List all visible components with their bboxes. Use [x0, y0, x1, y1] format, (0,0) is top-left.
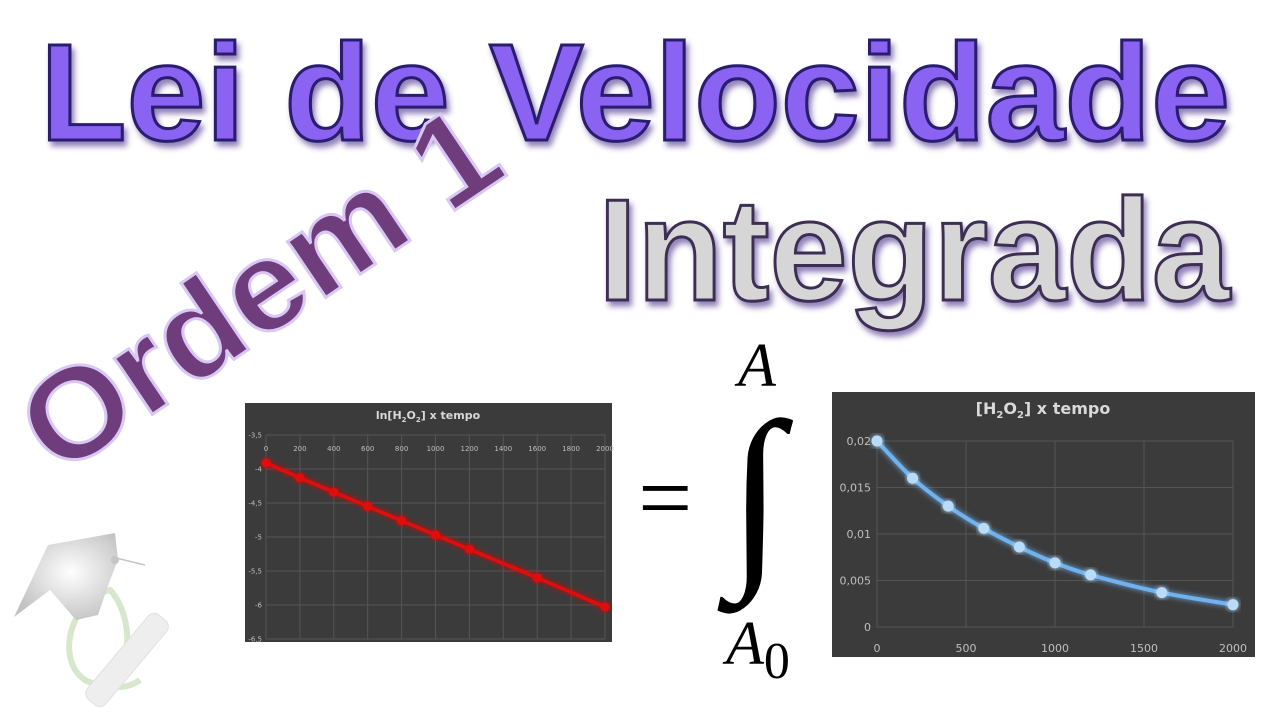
chart-background — [245, 403, 612, 642]
title-line-2: Integrada — [598, 169, 1231, 331]
chart-background — [832, 392, 1255, 657]
title-line-1: Lei de Velocidade — [40, 16, 1230, 170]
data-point — [261, 458, 271, 468]
x-tick-label: 1800 — [562, 445, 580, 453]
y-tick-label: -6 — [255, 601, 263, 609]
graduation-cap-icon — [14, 533, 118, 620]
logo — [14, 533, 169, 708]
integral-lower-limit: A0 — [722, 610, 790, 690]
data-point — [978, 522, 990, 534]
x-tick-label: 1500 — [1130, 642, 1158, 655]
x-tick-label: 400 — [327, 445, 340, 453]
x-tick-label: 600 — [361, 445, 374, 453]
y-tick-label: 0,005 — [840, 574, 872, 587]
lower-limit-letter: A — [722, 610, 765, 678]
data-point — [363, 501, 373, 511]
y-tick-label: -5,5 — [248, 567, 262, 575]
y-tick-label: -5 — [255, 533, 262, 541]
data-point — [871, 435, 883, 447]
data-point — [464, 544, 474, 554]
data-point — [329, 487, 339, 497]
x-tick-label: 2000 — [596, 445, 614, 453]
data-point — [431, 530, 440, 540]
y-tick-label: -3,5 — [248, 431, 262, 439]
y-tick-label: 0,015 — [840, 481, 872, 494]
x-tick-label: 800 — [395, 445, 408, 453]
data-point — [1227, 599, 1239, 611]
y-tick-label: -6,5 — [248, 635, 262, 643]
diploma-icon — [85, 612, 169, 708]
chart-title: [H2O2] x tempo — [976, 399, 1111, 421]
integral-upper-limit: A — [734, 332, 777, 400]
concentration-chart: [H2O2] x tempo 0 0,005 0,01 0,015 0,02 0 500 10… — [826, 386, 1261, 663]
data-point — [1049, 557, 1061, 569]
ln-concentration-chart: ln[H2O2] x tempo -3,5 -4 -4,5 -5 -5,5 -6 -6,5 0… — [239, 397, 618, 648]
x-tick-label: 2000 — [1219, 642, 1247, 655]
chart-title: ln[H2O2] x tempo — [376, 409, 481, 424]
data-point — [942, 500, 954, 512]
data-point — [907, 472, 919, 484]
y-tick-label: -4 — [255, 465, 263, 473]
x-tick-label: 0 — [264, 445, 268, 453]
integral-sign: ∫ — [717, 383, 793, 614]
x-tick-label: 1600 — [528, 445, 546, 453]
data-point — [1085, 569, 1097, 581]
y-tick-label: 0,02 — [847, 435, 872, 448]
x-tick-label: 1000 — [1041, 642, 1069, 655]
x-tick-label: 1000 — [427, 445, 445, 453]
lower-limit-subscript: 0 — [764, 633, 790, 690]
y-tick-label: -4,5 — [248, 499, 262, 507]
data-point — [532, 573, 542, 583]
data-point — [600, 602, 610, 612]
y-tick-label: 0,01 — [847, 528, 872, 541]
data-point — [397, 516, 407, 526]
x-tick-label: 200 — [293, 445, 306, 453]
x-tick-label: 0 — [874, 642, 881, 655]
x-tick-label: 500 — [956, 642, 977, 655]
equals-sign: = — [632, 444, 697, 551]
x-tick-label: 1400 — [494, 445, 512, 453]
data-point — [1156, 587, 1168, 599]
y-tick-label: 0 — [864, 621, 871, 634]
x-tick-label: 1200 — [460, 445, 478, 453]
data-point — [1013, 541, 1025, 553]
data-point — [295, 473, 305, 483]
